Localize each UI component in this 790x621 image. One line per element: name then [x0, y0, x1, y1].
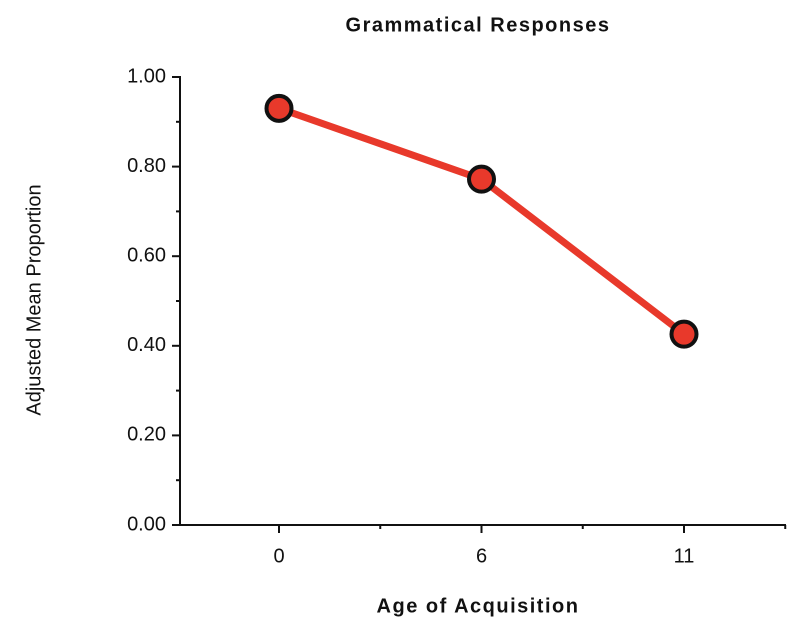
chart-title: Grammatical Responses — [346, 14, 611, 36]
marker — [669, 319, 699, 349]
x-tick-label: 11 — [674, 545, 695, 567]
y-tick-label: 0.60 — [127, 244, 166, 266]
y-tick-label: 0.00 — [127, 513, 166, 535]
x-tick-label: 6 — [476, 545, 487, 567]
marker — [467, 164, 496, 194]
line — [277, 105, 687, 337]
y-axis-label: Adjusted Mean Proportion — [23, 184, 45, 415]
y-tick-label: 0.40 — [127, 334, 166, 356]
y-tick-label: 1.00 — [127, 65, 166, 87]
x-axis-label: Age of Acquisition — [377, 595, 580, 617]
y-tick-label: 0.80 — [127, 155, 166, 177]
x-tick-label: 0 — [273, 545, 284, 567]
marker — [264, 93, 294, 123]
y-tick-label: 0.20 — [127, 424, 166, 446]
